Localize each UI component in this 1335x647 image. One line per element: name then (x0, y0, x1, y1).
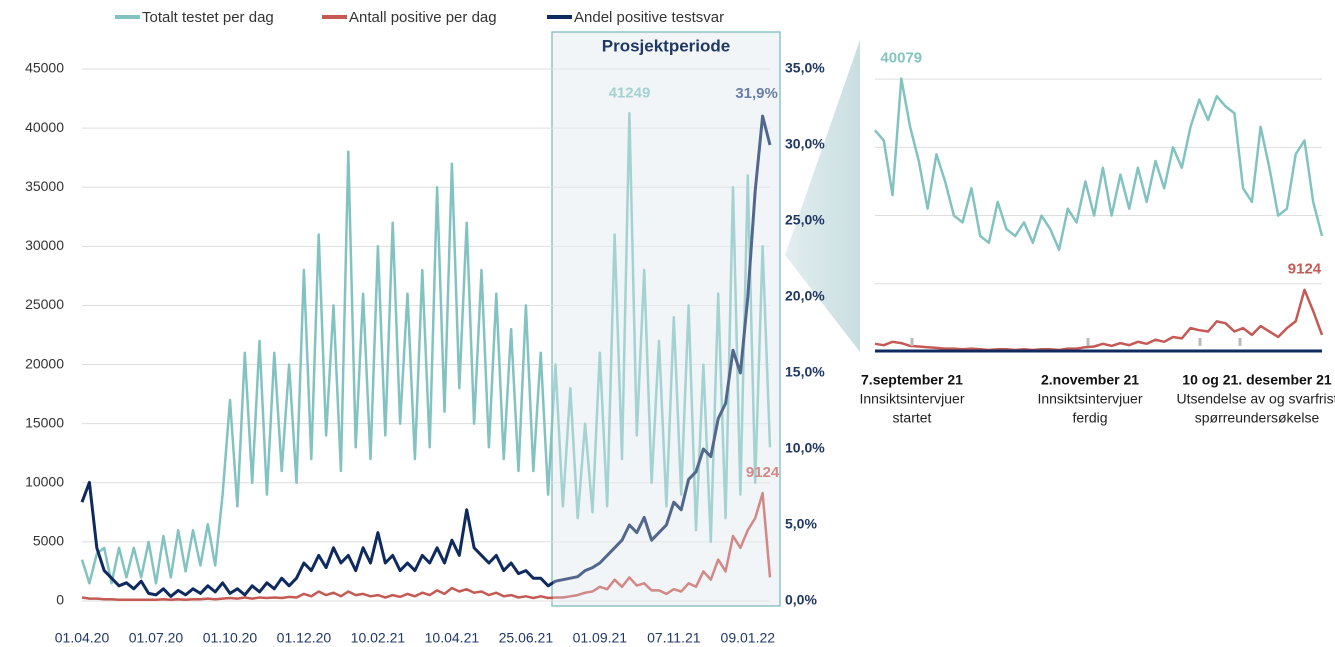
y-tick-label: 15000 (25, 414, 64, 430)
y-tick-label: 20000 (25, 355, 64, 371)
y-tick-label: 35000 (25, 178, 64, 194)
x-tick-label: 01.04.20 (55, 630, 110, 646)
x-tick-label: 07.11.21 (647, 630, 701, 646)
x-tick-label: 01.07.20 (129, 630, 184, 646)
legend-label: Andel positive testsvar (574, 9, 724, 26)
series-line (874, 77, 1324, 251)
y2-tick-label: 10,0% (785, 440, 825, 456)
event-text: ferdig (1072, 410, 1107, 426)
series-line (81, 491, 772, 602)
y2-tick-label: 35,0% (785, 60, 825, 76)
y2-tick-label: 5,0% (785, 516, 817, 532)
y-tick-label: 0 (56, 592, 64, 608)
y2-tick-label: 25,0% (785, 212, 825, 228)
x-tick-label: 01.10.20 (203, 630, 258, 646)
y2-tick-label: 20,0% (785, 288, 825, 304)
series-line (874, 288, 1324, 352)
data-label: 9124 (1288, 261, 1322, 278)
data-label: 41249 (609, 84, 651, 101)
x-tick-label: 10.04.21 (425, 630, 480, 646)
inset-plot: 40079 9124 7.september 21 Innsiktsintervjue… (859, 50, 1335, 426)
event-text: Innsiktsintervjuer (1037, 391, 1142, 407)
legend-label: Totalt testet per dag (142, 9, 274, 26)
series-line (80, 112, 772, 585)
y2-tick-label: 0,0% (785, 592, 817, 608)
zoom-wedge (785, 40, 860, 352)
y-tick-label: 10000 (25, 473, 64, 489)
y2-tick-label: 15,0% (785, 364, 825, 380)
legend-label: Antall positive per dag (349, 9, 497, 26)
y-tick-label: 45000 (25, 60, 64, 76)
y-tick-label: 5000 (33, 533, 64, 549)
data-label: 31,9% (735, 85, 778, 102)
event-text: Utsendelse av og svarfrist (1176, 391, 1335, 407)
y-tick-label: 25000 (25, 296, 64, 312)
event-title: 10 og 21. desember 21 (1182, 372, 1332, 388)
x-tick-label: 10.02.21 (351, 630, 406, 646)
event-text: startet (893, 410, 932, 426)
data-label: 9124 (746, 464, 780, 481)
y-tick-label: 40000 (25, 119, 64, 135)
x-tick-label: 09.01.22 (721, 630, 776, 646)
event-text: Innsiktsintervjuer (859, 391, 964, 407)
x-tick-label: 01.09.21 (573, 630, 628, 646)
event-title: 2.november 21 (1041, 372, 1139, 388)
project-period-title: Prosjektperiode (602, 36, 731, 55)
series-line (80, 114, 772, 598)
x-tick-label: 01.12.20 (277, 630, 332, 646)
y2-tick-label: 30,0% (785, 136, 825, 152)
x-tick-label: 25.06.21 (499, 630, 554, 646)
event-title: 7.september 21 (861, 372, 963, 388)
project-period-overlay (553, 60, 779, 605)
main-plot: 0 5000 10000 15000 20000 25000 30000 35000 40000… (25, 9, 825, 646)
event-text: spørreundersøkelse (1195, 410, 1320, 426)
data-label: 40079 (880, 50, 922, 67)
y-tick-label: 30000 (25, 237, 64, 253)
